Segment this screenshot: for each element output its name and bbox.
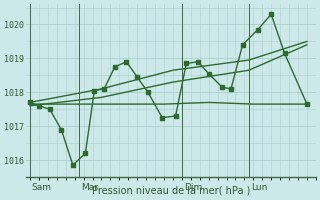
Text: Lun: Lun	[251, 183, 267, 192]
Text: Mar: Mar	[81, 183, 98, 192]
Text: Dim: Dim	[184, 183, 202, 192]
X-axis label: Pression niveau de la mer( hPa ): Pression niveau de la mer( hPa )	[92, 186, 250, 196]
Text: Sam: Sam	[32, 183, 52, 192]
